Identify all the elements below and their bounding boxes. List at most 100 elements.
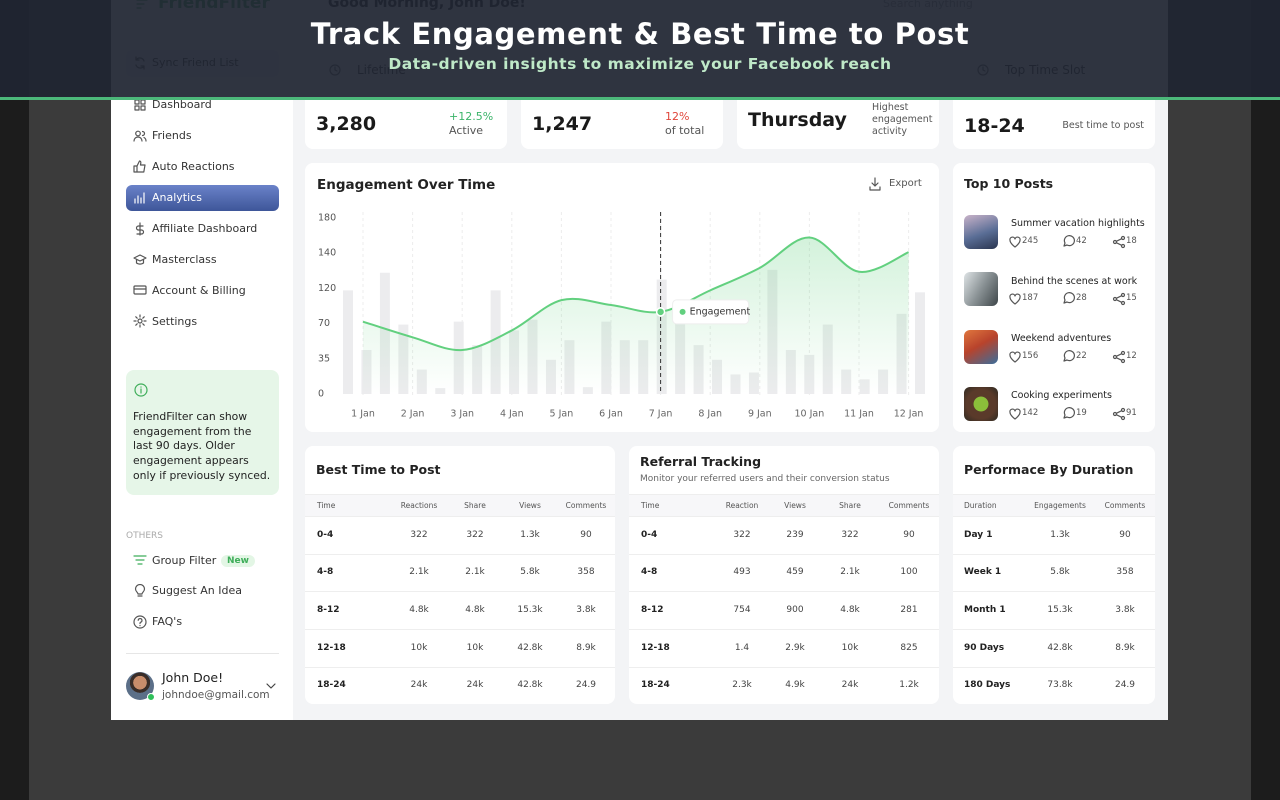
nav-item[interactable]: Affiliate Dashboard <box>152 221 258 235</box>
post-likes: 245 <box>1022 236 1039 247</box>
post-title: Summer vacation highlights <box>1011 218 1145 230</box>
nav-item[interactable]: FAQ's <box>152 615 183 629</box>
post-comments: 19 <box>1076 407 1087 418</box>
column-header: Comments <box>888 500 930 510</box>
comment-icon <box>1063 349 1075 362</box>
nav-item[interactable]: Auto Reactions <box>152 160 235 174</box>
table-cell: Week 1 <box>964 567 1002 578</box>
nav-item[interactable]: Dashboard <box>152 98 212 112</box>
export-button[interactable]: Export <box>889 178 922 189</box>
table-cell: 4.8k <box>840 604 860 615</box>
row-divider <box>629 629 939 630</box>
table-cell: 2.1k <box>840 567 860 578</box>
table-cell: 24k <box>466 680 484 691</box>
table-title: Performace By Duration <box>964 462 1134 478</box>
info-box <box>126 370 279 495</box>
stat-value: Thursday <box>748 108 847 131</box>
like-icon <box>1009 293 1021 305</box>
stat-value: 3,280 <box>316 112 377 135</box>
nav-icon <box>133 314 147 328</box>
user-email: johndoe@gmail.com <box>162 688 270 701</box>
row-divider <box>629 591 939 593</box>
table-cell: 4.8k <box>409 604 429 615</box>
banner-subtitle: Data-driven insights to maximize your Fa… <box>388 55 892 74</box>
row-divider <box>953 591 1155 593</box>
column-header: Share <box>464 500 486 510</box>
table-cell: 322 <box>466 529 484 540</box>
table-cell: 493 <box>733 567 751 578</box>
table-cell: 239 <box>786 529 804 540</box>
table-cell: 15.3k <box>517 604 543 615</box>
column-header: Comments <box>1104 500 1146 510</box>
table-cell: 24k <box>410 680 428 691</box>
table-cell: 2.1k <box>409 567 429 578</box>
column-header: Time <box>641 500 660 510</box>
post-shares: 12 <box>1126 350 1137 361</box>
share-icon <box>1112 350 1126 363</box>
table-cell: 754 <box>733 604 751 615</box>
post-title: Behind the scenes at work <box>1011 275 1138 287</box>
nav-item[interactable]: Masterclass <box>152 252 217 266</box>
post-comments: 42 <box>1076 236 1087 247</box>
comment-icon <box>1063 235 1075 247</box>
table-cell: 0-4 <box>641 529 658 540</box>
nav-item[interactable]: Account & Billing <box>152 283 246 297</box>
table-cell: 10k <box>410 642 428 653</box>
nav-icon <box>133 253 147 265</box>
table-cell: 42.8k <box>1047 642 1073 653</box>
like-icon <box>1009 236 1021 248</box>
section-label: OTHERS <box>126 530 164 541</box>
table-cell: 2.9k <box>785 642 805 653</box>
table-cell: 73.8k <box>1047 680 1073 691</box>
table-cell: Month 1 <box>964 604 1006 615</box>
nav-item[interactable]: Analytics <box>152 191 202 204</box>
column-header: Reactions <box>400 500 438 510</box>
divider <box>126 653 279 654</box>
column-header: Views <box>784 500 806 510</box>
table-cell: 8.9k <box>1115 642 1135 653</box>
stat-note: of total <box>665 124 705 138</box>
table-cell: 10k <box>466 642 484 653</box>
table-cell: 24.9 <box>575 680 597 691</box>
share-icon <box>1112 293 1126 306</box>
column-header: Share <box>839 500 861 510</box>
table-header <box>305 494 615 517</box>
table-title: Referral Tracking <box>640 454 762 470</box>
table-cell: 8-12 <box>317 604 340 615</box>
table-card <box>305 446 615 704</box>
column-header: Views <box>519 500 541 510</box>
nav-item[interactable]: Group Filter <box>152 554 217 568</box>
table-cell: 180 Days <box>964 680 1011 691</box>
nav-item[interactable]: Suggest An Idea <box>152 584 242 598</box>
stat-change: 12% <box>665 110 690 124</box>
row-divider <box>305 591 615 593</box>
table-cell: Day 1 <box>964 529 993 540</box>
post-likes: 142 <box>1022 407 1039 418</box>
nav-item[interactable]: Settings <box>152 314 198 328</box>
nav-item[interactable]: Friends <box>152 129 192 143</box>
table-cell: 12-18 <box>641 642 670 653</box>
table-cell: 90 <box>1119 529 1131 540</box>
table-cell: 4.9k <box>785 680 805 691</box>
table-cell: 3.8k <box>1115 604 1135 615</box>
posts-title: Top 10 Posts <box>964 176 1054 192</box>
share-icon <box>1112 235 1126 249</box>
table-cell: 358 <box>577 567 595 578</box>
table-cell: 18-24 <box>641 680 670 691</box>
column-header: Comments <box>565 500 607 510</box>
table-cell: 1.3k <box>520 529 540 540</box>
column-header: Duration <box>964 500 997 510</box>
table-cell: 8.9k <box>576 642 596 653</box>
stat-value: 18-24 <box>964 114 1025 137</box>
table-cell: 1.3k <box>1050 529 1070 540</box>
nav-active[interactable] <box>126 184 279 211</box>
table-cell: 4-8 <box>641 567 658 578</box>
table-cell: 825 <box>900 642 918 653</box>
export-icon <box>869 177 881 191</box>
table-cell: 3.8k <box>576 604 596 615</box>
post-title: Cooking experiments <box>1011 390 1112 402</box>
banner <box>0 0 1280 98</box>
table-cell: 15.3k <box>1047 604 1073 615</box>
post-comments: 22 <box>1076 350 1087 361</box>
table-cell: 0-4 <box>317 529 334 540</box>
